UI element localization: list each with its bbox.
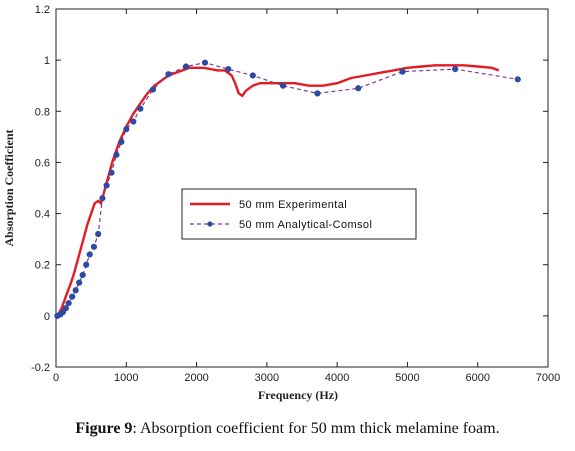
y-tick-label: 0.2 — [35, 260, 50, 272]
analytical-point — [69, 293, 76, 300]
axes: 0 1000 2000 3000 4000 5000 6000 7000-0.200.20.4… — [2, 4, 560, 402]
analytical-point — [90, 243, 98, 250]
plot-frame — [55, 8, 549, 368]
analytical-point — [72, 287, 79, 294]
y-tick-label: 0 — [44, 311, 50, 323]
legend-label-experimental: 50 mm Experimental — [239, 199, 347, 211]
analytical-point — [76, 279, 83, 286]
analytical-point — [182, 63, 190, 70]
analytical-point — [514, 76, 521, 83]
analytical-point — [113, 151, 120, 158]
analytical-point — [130, 118, 137, 125]
analytical-point — [123, 126, 130, 133]
analytical-point — [103, 182, 110, 189]
analytical-point — [86, 251, 93, 258]
y-tick-label: 1 — [44, 55, 50, 67]
legend: 50 mm Experimental 50 mm Analytical-Comso… — [181, 188, 417, 240]
series-line-experimental — [57, 64, 500, 314]
analytical-point — [452, 65, 459, 73]
analytical-point — [65, 299, 72, 307]
x-tick-label: 7000 — [536, 372, 560, 384]
legend-label-analytical: 50 mm Analytical-Comsol — [239, 219, 372, 231]
analytical-point — [99, 195, 106, 202]
chart: 0 1000 2000 3000 4000 5000 6000 7000-0.200.20.4… — [2, 4, 560, 402]
legend-box — [181, 188, 417, 240]
y-axis-label: Absorption Coefficient — [2, 130, 16, 247]
y-tick-label: 0.6 — [35, 157, 50, 169]
series-line-analytical — [57, 62, 518, 317]
analytical-point — [118, 138, 125, 146]
analytical-point — [149, 86, 157, 93]
x-tick-label: 2000 — [184, 372, 208, 384]
analytical-point — [108, 169, 115, 176]
x-tick-label: 1000 — [114, 372, 138, 384]
y-tick-label: 0.4 — [35, 209, 50, 221]
analytical-point — [355, 85, 362, 92]
analytical-point — [137, 105, 144, 112]
x-tick-label: 3000 — [255, 372, 279, 384]
analytical-point — [225, 65, 232, 73]
analytical-point — [79, 271, 86, 279]
x-tick-label: 5000 — [395, 372, 419, 384]
analytical-point — [201, 59, 209, 66]
legend-marker-analytical — [207, 221, 213, 227]
figure-caption-label: Figure 9 — [75, 420, 133, 437]
analytical-point — [165, 71, 172, 78]
figure-caption: Figure 9: Absorption coefficient for 50 … — [0, 420, 575, 438]
x-tick-label: 4000 — [325, 372, 349, 384]
x-tick-label: 6000 — [465, 372, 489, 384]
series-layer — [54, 59, 521, 319]
analytical-point — [399, 68, 406, 75]
analytical-point — [62, 305, 69, 312]
analytical-point — [249, 72, 256, 79]
x-axis-label: Frequency (Hz) — [258, 388, 338, 402]
y-tick-label: 0.8 — [35, 106, 50, 118]
y-tick-label: 1.2 — [35, 4, 50, 16]
analytical-point — [83, 261, 90, 268]
analytical-point — [279, 82, 287, 89]
analytical-point — [314, 90, 321, 97]
analytical-point — [95, 230, 102, 238]
figure-caption-text: : Absorption coefficient for 50 mm thick… — [132, 420, 500, 437]
y-tick-label: -0.2 — [31, 362, 50, 374]
x-tick-label: 0 — [53, 372, 59, 384]
